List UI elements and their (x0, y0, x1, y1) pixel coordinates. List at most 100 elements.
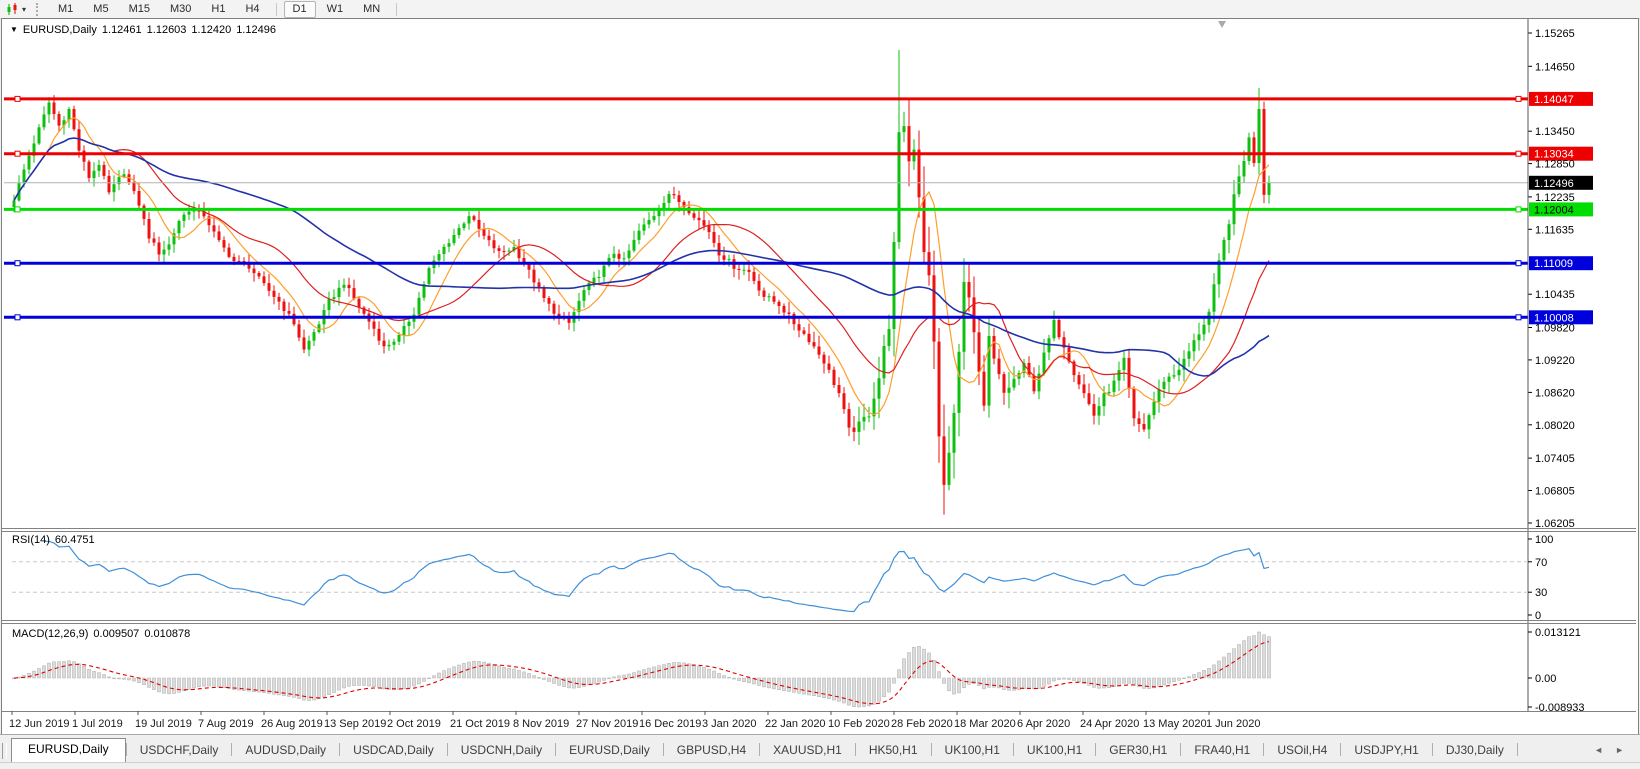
chart-tab-11-GER30-H1[interactable]: GER30,H1 (1109, 743, 1168, 757)
hline-1.12004[interactable]: 1.12004 (4, 202, 1593, 217)
chart-tab-5-EURUSD-Daily[interactable]: EURUSD,Daily (569, 743, 650, 757)
svg-text:24 Apr 2020: 24 Apr 2020 (1080, 718, 1139, 730)
chart-tab-2-AUDUSD-Daily[interactable]: AUDUSD,Daily (245, 743, 327, 757)
rsi-line (44, 540, 1270, 613)
chart-tab-1-USDCHF-Daily[interactable]: USDCHF,Daily (139, 743, 219, 757)
svg-text:1.15265: 1.15265 (1535, 28, 1575, 40)
timeframe-button-m5[interactable]: M5 (93, 2, 109, 15)
status-strip (0, 762, 1640, 769)
svg-text:1 Jul 2019: 1 Jul 2019 (72, 718, 123, 730)
chart-window: 1.14047 1.13034 1.12004 1.11009 1.10008 1.124… (1, 18, 1639, 736)
macd-main-value: 0.009507 (93, 628, 140, 640)
svg-text:100: 100 (1535, 534, 1553, 546)
svg-text:1.12496: 1.12496 (1534, 178, 1574, 190)
macd-signal-value: 0.010878 (144, 628, 191, 640)
chart-tab-15-DJ30-Daily[interactable]: DJ30,Daily (1445, 743, 1504, 757)
svg-text:1.08020: 1.08020 (1535, 420, 1575, 432)
svg-text:-0.008933: -0.008933 (1535, 702, 1585, 714)
hline-1.11009[interactable]: 1.11009 (4, 256, 1593, 271)
chart-type-icon[interactable] (3, 2, 21, 17)
current-price-label: 1.12496 (1529, 175, 1593, 190)
hline-1.14047[interactable]: 1.14047 (4, 91, 1593, 106)
svg-text:1.10435: 1.10435 (1535, 289, 1575, 301)
tab-separator (854, 743, 856, 756)
ohlc-high: 1.12603 (146, 24, 187, 36)
timeframe-button-m30[interactable]: M30 (169, 2, 192, 15)
hline-1.10008[interactable]: 1.10008 (4, 310, 1593, 325)
shift-marker-icon (1218, 21, 1226, 28)
svg-text:22 Jan 2020: 22 Jan 2020 (765, 718, 826, 730)
tab-separator (555, 743, 557, 756)
chart-symbol-label: EURUSD,Daily (22, 24, 97, 36)
chart-tab-14-USDJPY-H1[interactable]: USDJPY,H1 (1354, 743, 1419, 757)
chart-tab-7-XAUUSD-H1[interactable]: XAUUSD,H1 (773, 743, 842, 757)
tab-separator (759, 743, 761, 756)
svg-text:18 Mar 2020: 18 Mar 2020 (954, 718, 1016, 730)
chart-tab-bar: EURUSD,Daily USDCHF,Daily AUDUSD,Daily USDC… (0, 734, 1640, 763)
tab-scroll-right-icon[interactable]: ► (1615, 745, 1624, 755)
chart-tab-0-EURUSD-Daily[interactable]: EURUSD,Daily (11, 738, 126, 763)
chart-tab-6-GBPUSD-H4[interactable]: GBPUSD,H4 (676, 743, 747, 757)
svg-text:12 Jun 2019: 12 Jun 2019 (9, 718, 70, 730)
svg-text:1.11009: 1.11009 (1534, 258, 1573, 270)
candlestick-series[interactable] (12, 50, 1271, 515)
svg-text:8 Nov 2019: 8 Nov 2019 (513, 718, 569, 730)
tab-scroll-nav: ◄ ► (1578, 745, 1640, 763)
svg-text:21 Oct 2019: 21 Oct 2019 (450, 718, 510, 730)
svg-text:27 Nov 2019: 27 Nov 2019 (576, 718, 638, 730)
chart-tab-3-USDCAD-Daily[interactable]: USDCAD,Daily (353, 743, 434, 757)
svg-text:0.00: 0.00 (1535, 673, 1556, 685)
rsi-indicator-label: RSI(14) 60.4751 (12, 534, 95, 546)
date-axis: 12 Jun 2019 1 Jul 2019 19 Jul 2019 7 Aug 20… (9, 711, 1260, 730)
macd-signal-line (13, 641, 1270, 705)
toolbar-grip[interactable] (36, 2, 40, 16)
ma-mid-line (13, 137, 1270, 395)
tab-separator (662, 743, 664, 756)
chart-tab-8-HK50-H1[interactable]: HK50,H1 (868, 743, 918, 757)
svg-text:1 Jun 2020: 1 Jun 2020 (1206, 718, 1260, 730)
ohlc-close: 1.12496 (236, 24, 276, 36)
timeframe-button-h1[interactable]: H1 (211, 2, 226, 15)
svg-text:7 Aug 2019: 7 Aug 2019 (198, 718, 254, 730)
timeframe-button-mn[interactable]: MN (363, 2, 381, 15)
toolbar-separator (275, 2, 277, 16)
timeframe-button-m1[interactable]: M1 (58, 2, 74, 15)
chart-title: ▼ EURUSD,Daily 1.12461 1.12603 1.12420 1.1249… (10, 24, 276, 36)
macd-indicator-label: MACD(12,26,9) 0.009507 0.010878 (12, 628, 190, 640)
tab-separator (231, 743, 233, 756)
timeframe-button-m15[interactable]: M15 (128, 2, 150, 15)
hline-1.13034[interactable]: 1.13034 (4, 146, 1593, 161)
svg-text:16 Dec 2019: 16 Dec 2019 (639, 718, 701, 730)
svg-text:30: 30 (1535, 587, 1547, 599)
chart-type-dropdown-icon[interactable]: ▾ (22, 4, 27, 14)
tab-separator (1180, 743, 1182, 756)
timeframe-button-w1[interactable]: W1 (326, 2, 344, 15)
chart-menu-icon[interactable]: ▼ (10, 25, 18, 34)
svg-text:0: 0 (1535, 610, 1541, 622)
price-axis: 1.15265 1.14650 1.13450 1.12850 1.12235 1.116… (1527, 19, 1575, 711)
svg-text:13 Sep 2019: 13 Sep 2019 (324, 718, 386, 730)
tab-separator (446, 743, 448, 756)
svg-text:1.10008: 1.10008 (1534, 312, 1574, 324)
macd-panel: 0.013121 0.00 -0.008933 (12, 627, 1585, 714)
chart-canvas[interactable]: 1.14047 1.13034 1.12004 1.11009 1.10008 1.124… (2, 19, 1636, 733)
svg-text:19 Jul 2019: 19 Jul 2019 (135, 718, 192, 730)
tab-separator (1095, 743, 1097, 756)
svg-text:1.12004: 1.12004 (1534, 204, 1574, 216)
chart-tab-13-USOil-H4[interactable]: USOil,H4 (1277, 743, 1328, 757)
chart-tab-9-UK100-H1[interactable]: UK100,H1 (944, 743, 1000, 757)
candlestick-glyph (7, 2, 16, 15)
timeframe-button-h4[interactable]: H4 (245, 2, 260, 15)
ma-fast-line (13, 117, 1270, 416)
chart-tab-4-USDCNH-Daily[interactable]: USDCNH,Daily (460, 743, 543, 757)
svg-text:3 Jan 2020: 3 Jan 2020 (702, 718, 756, 730)
chart-tab-12-FRA40-H1[interactable]: FRA40,H1 (1194, 743, 1251, 757)
timeframe-button-d1[interactable]: D1 (283, 0, 316, 18)
svg-text:28 Feb 2020: 28 Feb 2020 (891, 718, 953, 730)
svg-text:1.08620: 1.08620 (1535, 387, 1575, 399)
tab-separator (339, 743, 341, 756)
ma-slow-line (13, 137, 1270, 377)
tab-scroll-left-icon[interactable]: ◄ (1594, 745, 1604, 755)
chart-tab-10-UK100-H1[interactable]: UK100,H1 (1026, 743, 1083, 757)
rsi-name: RSI(14) (12, 534, 50, 546)
